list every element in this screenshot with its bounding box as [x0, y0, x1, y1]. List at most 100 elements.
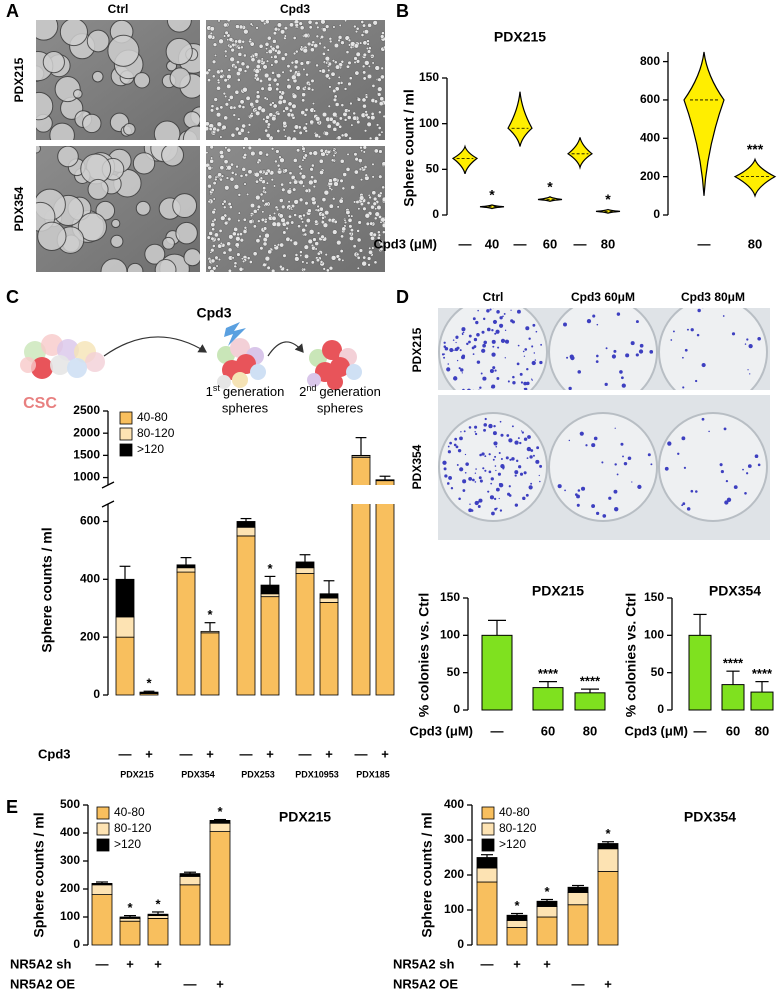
cell: [361, 64, 366, 69]
colony: [608, 496, 612, 500]
colony: [502, 315, 504, 318]
cell: [232, 231, 237, 237]
sphere: [107, 34, 140, 67]
cell: [226, 147, 232, 153]
colony: [461, 372, 463, 374]
cell: [343, 218, 347, 222]
cell: [233, 184, 240, 190]
colony: [611, 354, 617, 359]
colony: [514, 503, 519, 507]
cell: [302, 67, 306, 72]
cell: [324, 131, 329, 136]
y-tick-label: 100: [419, 116, 439, 130]
row-value: +: [126, 956, 134, 971]
cell: [281, 99, 287, 104]
cell: [306, 41, 312, 47]
cell: [379, 191, 383, 196]
cell: [360, 20, 365, 24]
colony: [511, 425, 514, 428]
x-tick-label: —: [299, 746, 312, 761]
bar-segment: [476, 867, 498, 883]
cell: [233, 261, 238, 266]
cell: [298, 130, 303, 135]
significance: *: [514, 898, 520, 913]
bar-segment: [597, 871, 619, 946]
cell: [276, 22, 282, 28]
bar-segment: [567, 892, 589, 906]
x-tick-label: —: [355, 746, 368, 761]
bar: [750, 691, 774, 711]
cell: [287, 101, 293, 107]
colony: [496, 507, 498, 510]
cell: [301, 146, 306, 151]
colony: [724, 500, 729, 505]
cell: [220, 174, 225, 178]
cell: [235, 164, 239, 169]
cell: [221, 202, 225, 206]
cell: [217, 20, 221, 23]
cell: [325, 268, 330, 272]
colony: [526, 367, 529, 371]
colony: [682, 356, 684, 359]
cell: [362, 103, 367, 109]
cell: [310, 88, 315, 92]
colony: [650, 463, 653, 466]
colony: [455, 341, 457, 344]
cell: [274, 159, 278, 164]
cell: [338, 124, 343, 129]
significance: *: [605, 191, 611, 207]
cell: [265, 152, 269, 157]
bar-segment: [506, 920, 528, 928]
bar-segment: [260, 584, 280, 595]
cell: [345, 50, 350, 55]
colony: [746, 472, 749, 475]
cell: [333, 219, 338, 224]
colony: [623, 461, 628, 466]
row-label: NR5A2 sh: [393, 956, 454, 971]
bar-segment: [179, 876, 201, 886]
cell: [268, 213, 272, 218]
break-mark: [101, 500, 115, 508]
bar-segment: [567, 886, 589, 893]
cell: [300, 45, 304, 49]
colony: [517, 437, 520, 439]
legend-label: 80-120: [499, 821, 537, 835]
y-tick-label: 50: [651, 665, 665, 679]
cell: [212, 181, 217, 186]
colony: [596, 354, 599, 358]
colony: [496, 310, 500, 314]
colony: [492, 308, 494, 309]
cell: [378, 149, 383, 154]
colony: [604, 382, 608, 387]
x-tick-label: +: [145, 746, 153, 761]
cell: [343, 87, 348, 91]
bar-segment: [200, 630, 220, 634]
bar-segment: [597, 848, 619, 872]
cell: [347, 60, 352, 65]
bar-segment: [375, 480, 395, 696]
cell: [379, 247, 384, 252]
cell: [345, 209, 351, 215]
cell: [371, 246, 375, 250]
bar-segment: [209, 820, 231, 824]
colony: [443, 341, 446, 344]
colony: [453, 376, 458, 381]
colonies: [442, 417, 761, 518]
cell: [283, 34, 287, 38]
cell: [267, 76, 272, 82]
colony: [483, 428, 486, 432]
cell: [270, 55, 274, 59]
colony: [492, 345, 495, 348]
cell: [212, 42, 218, 47]
colony: [454, 437, 458, 441]
cell: [206, 121, 210, 127]
sphere: [86, 29, 110, 53]
cell: [236, 232, 240, 237]
cell: [348, 231, 352, 236]
cell: [222, 91, 227, 96]
cell: [372, 20, 378, 26]
sphere: [57, 146, 79, 168]
cell: [237, 38, 243, 44]
cell: [265, 114, 270, 120]
